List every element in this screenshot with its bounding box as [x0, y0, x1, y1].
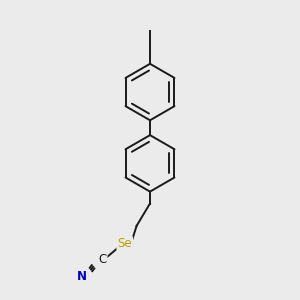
Text: C: C	[98, 254, 106, 266]
Text: N: N	[76, 270, 87, 283]
Text: Se: Se	[117, 237, 132, 250]
